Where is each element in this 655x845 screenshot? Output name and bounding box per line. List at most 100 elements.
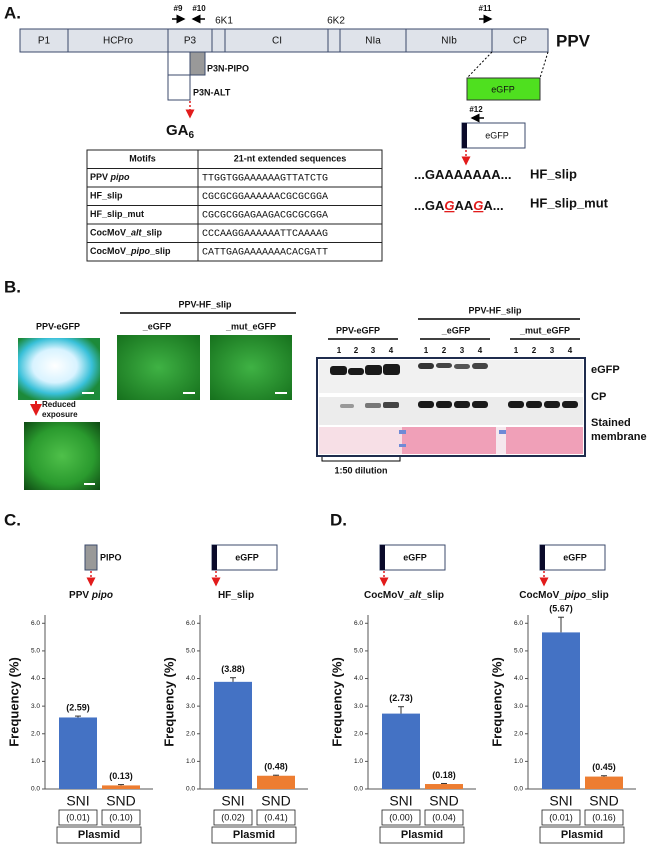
lane-number: 3 [460,346,465,355]
value-label: (0.18) [432,770,456,780]
primer-label: #10 [192,4,206,13]
primer-label: #12 [469,105,483,114]
lane-number: 3 [371,346,376,355]
y-tick-label: 4.0 [186,675,195,682]
y-tick-label: 2.0 [514,730,523,737]
p3n-alt: P3N-ALT [193,87,231,97]
text-part: _slip [420,590,444,601]
value-label: (2.59) [66,702,90,712]
band [383,402,399,408]
y-tick-label: 1.0 [186,758,195,765]
x-tick-label: SND [429,793,459,809]
lane-number: 2 [442,346,447,355]
bar [585,776,623,789]
y-tick-label: 6.0 [514,620,523,627]
band [544,401,560,408]
motif-name: CocMoV_alt_slip [90,228,163,238]
table-cell [56,826,142,844]
y-tick-label: 5.0 [186,648,195,655]
band [508,401,524,408]
lane-number: 2 [532,346,537,355]
segment-label: CP [513,36,527,47]
text-part: AA [454,198,473,213]
band [436,363,452,368]
slip-sequence: ...GAGAAGA... [414,198,504,213]
table-cell [58,809,98,826]
motif-name: HF_slip [90,191,123,201]
text-part: pipo [110,172,130,182]
x-tick-label: SNI [389,793,412,809]
y-tick-label: 4.0 [31,675,40,682]
text-part: CocMoV_ [364,590,410,601]
zoom-line [539,51,549,79]
motif-sequence: TTGGTGGAAAAAAGTTATCTG [202,173,328,184]
band [454,364,470,369]
text-part: A... [483,198,503,213]
plasmid-value: (0.01) [66,812,90,822]
value-label: (2.73) [389,693,413,703]
panel-label: A. [4,3,21,22]
table-header: 21-nt extended sequences [234,154,347,164]
y-tick-label: 3.0 [31,703,40,710]
blot-row [319,397,583,425]
slip-sequence: ...GAAAAAAA... [414,167,512,182]
x-tick-label: SND [261,793,291,809]
value-label: (5.67) [549,604,573,614]
segment-label: NIa [365,36,381,47]
band [418,363,434,369]
construct-label: eGFP [235,552,259,562]
motif-name: HF_slip_mut [90,209,144,219]
egfp-fusion-box [466,77,541,101]
primers: #9 #10 #11 #12 [172,4,493,123]
genome-name: PPV [556,31,591,50]
band [365,403,381,408]
text-part: _slip [585,590,609,601]
bar [59,717,97,789]
y-tick-label: 5.0 [31,648,40,655]
value-label: (0.13) [109,771,133,781]
blot-group: PPV-eGFP [336,325,380,335]
motif-table: Motifs 21-nt extended sequences PPV pipo TT… [86,149,383,262]
text-part: pipo [564,590,586,601]
text-part: alt [410,590,422,601]
slip-site [380,545,385,570]
x-tick-label: SND [589,793,619,809]
plasmid-label: Plasmid [78,829,120,841]
plasmid-value: (0.01) [549,812,573,822]
band [330,366,347,375]
table-cell [379,826,465,844]
construct-label: PIPO [100,552,122,562]
zoom-line [466,51,493,79]
table-cell [381,809,421,826]
sequence-label: PPV pipo [69,590,113,601]
lane-number: 2 [354,346,359,355]
micrograph [117,335,200,400]
marker-band [499,430,506,434]
genome: P1 HCPro P3 CI NIa NIb CP 6K1 6K2 PPV [19,16,591,53]
y-tick-label: 1.0 [354,758,363,765]
y-tick-label: 5.0 [354,648,363,655]
lane-number: 4 [478,346,483,355]
panel-label: C. [4,510,21,529]
motif-sequence: CATTGAGAAAAAAACACGATT [202,247,328,258]
lane-number: 4 [389,346,394,355]
blot-subgroup: _eGFP [441,325,471,335]
p3n-alt-box [167,74,191,101]
marker-band [399,430,406,434]
ga-motif: GA6 [166,122,195,141]
y-tick-label: 3.0 [354,703,363,710]
y-tick-label: 4.0 [514,675,523,682]
text-part: ...GA [414,198,445,213]
blot-group: PPV-HF_slip [468,305,522,315]
western-blot: PPV-eGFP PPV-HF_slip _eGFP _mut_eGFP 1 2 3… [316,305,647,475]
sequence-label: CocMoV_pipo_slip [519,590,608,601]
table-cell [256,809,296,826]
stain-gap [496,427,506,454]
segment-label: HCPro [103,36,133,47]
y-tick-label: 6.0 [186,620,195,627]
micrograph [24,422,100,490]
plasmid-value: (0.41) [264,812,288,822]
text-part: CocMoV_ [90,246,132,256]
plasmid-value: (0.10) [109,812,133,822]
segment [327,28,341,53]
